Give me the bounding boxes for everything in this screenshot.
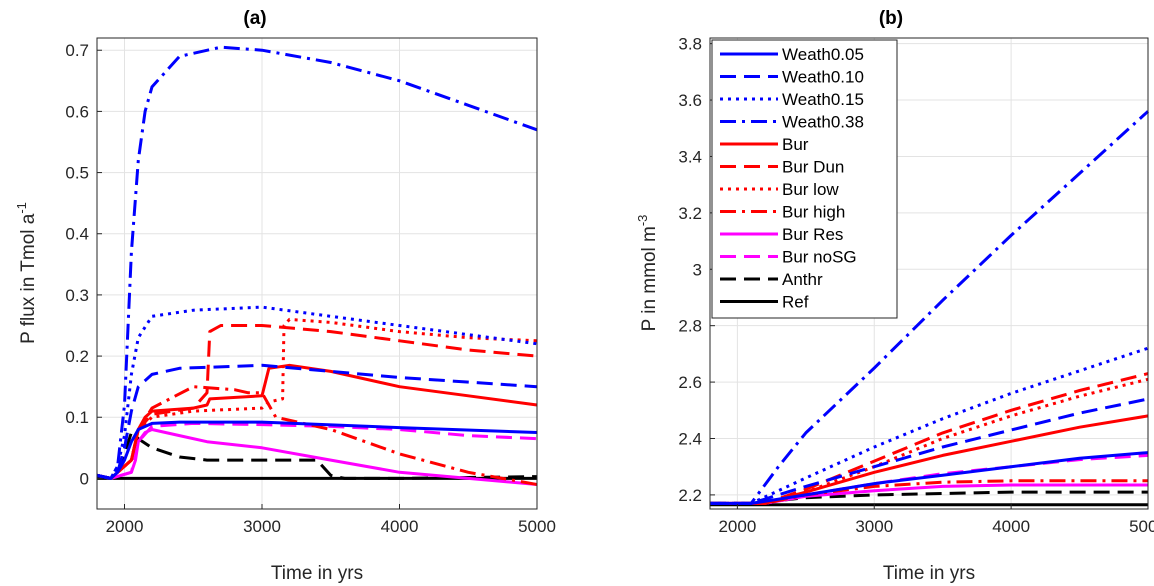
legend-label: Weath0.10 [782,68,864,87]
series-line-weath0-05 [710,451,1149,505]
x-tick-label: 5000 [1129,517,1154,536]
x-tick-label: 4000 [992,517,1030,536]
x-tick-label: 2000 [718,517,756,536]
legend-label: Bur noSG [782,248,857,267]
y-tick-label: 0.3 [65,286,89,305]
y-tick-label: 2.2 [678,486,702,505]
series-line-bur-res [96,428,538,486]
y-tick-label: 2.8 [678,317,702,336]
y-tick-label: 0.4 [65,225,89,244]
panel-b-frame [709,37,1149,510]
panel-b-legend: Weath0.05 Weath0.10 Weath0.15 Weath0.38 Bur B… [711,39,898,319]
legend-label: Ref [782,293,809,312]
legend-label: Weath0.15 [782,90,864,109]
legend-label: Bur Dun [782,158,844,177]
legend-label: Anthr [782,270,823,289]
y-tick-label: 3.2 [678,204,702,223]
panel-a-title: (a) [243,8,266,29]
y-tick-label: 3.6 [678,91,702,110]
y-tick-label: 3 [693,260,702,279]
y-tick-label: 2.6 [678,373,702,392]
panel-b-y-axis-label-exponent: -3 [635,215,650,227]
series-line-bur-dun [96,324,538,480]
panel-a-y-axis-label: P flux in Tmol a-1 [14,202,39,344]
legend-label: Weath0.05 [782,45,864,64]
x-tick-label: 2000 [106,517,144,536]
panel-a-plot-area [97,38,537,509]
panel-b-y-axis-label-main: P in mmol m [639,226,660,331]
panel-a-frame [96,37,538,510]
series-line-bur-high [710,479,1148,505]
x-tick-label: 4000 [381,517,419,536]
series-line-weath0-10 [96,363,538,480]
series-line-weath0-38 [96,45,538,480]
x-tick-label: 3000 [855,517,893,536]
panel-a-series [96,45,538,486]
series-line-weath0-05 [96,420,538,480]
panel-b-series [710,110,1150,507]
panel-b-x-axis-label: Time in yrs [883,563,975,584]
legend-label: Bur low [782,180,839,199]
y-tick-label: 2.4 [678,429,702,448]
y-tick-label: 3.4 [678,147,702,166]
y-tick-label: 0.5 [65,164,89,183]
y-tick-label: 0 [80,469,89,488]
y-tick-label: 0.7 [65,41,89,60]
legend-label: Bur high [782,203,845,222]
y-tick-label: 3.8 [678,35,702,54]
y-tick-label: 0.6 [65,102,89,121]
panel-b-ticks: 2000 3000 4000 5000 2.2 2.4 2.6 2.8 3 3.2 3.4 3.6 3.… [678,35,1154,536]
series-line-bur [96,363,538,480]
x-tick-label: 5000 [518,517,556,536]
panel-a-chart: (a) 2000 3000 4000 5000 0 0.1 0.2 0.3 0.4 0.5 0.6 0… [14,8,556,584]
y-tick-label: 0.1 [65,408,89,427]
series-line-bur-low [96,317,538,480]
panel-b-chart: (b) 2000 3000 4000 5000 2.2 2.4 2.6 2.8 3 3.2 3.4 3… [635,8,1154,584]
series-line-weath0-38 [710,110,1150,505]
panel-b-title: (b) [879,8,903,29]
legend-label: Bur [782,135,809,154]
legend-box [711,39,898,319]
panel-a-y-axis-label-exponent: -1 [14,202,29,214]
panel-a-y-axis-label-main: P flux in Tmol a [18,213,39,344]
x-tick-label: 3000 [243,517,281,536]
legend-label: Weath0.38 [782,113,864,132]
panel-a-ticks: 2000 3000 4000 5000 0 0.1 0.2 0.3 0.4 0.5 0.6 0.7 [65,41,556,536]
legend-label: Bur Res [782,225,843,244]
panel-a-x-axis-label: Time in yrs [271,563,363,584]
y-tick-label: 0.2 [65,347,89,366]
panel-b-y-axis-label: P in mmol m-3 [635,215,660,332]
